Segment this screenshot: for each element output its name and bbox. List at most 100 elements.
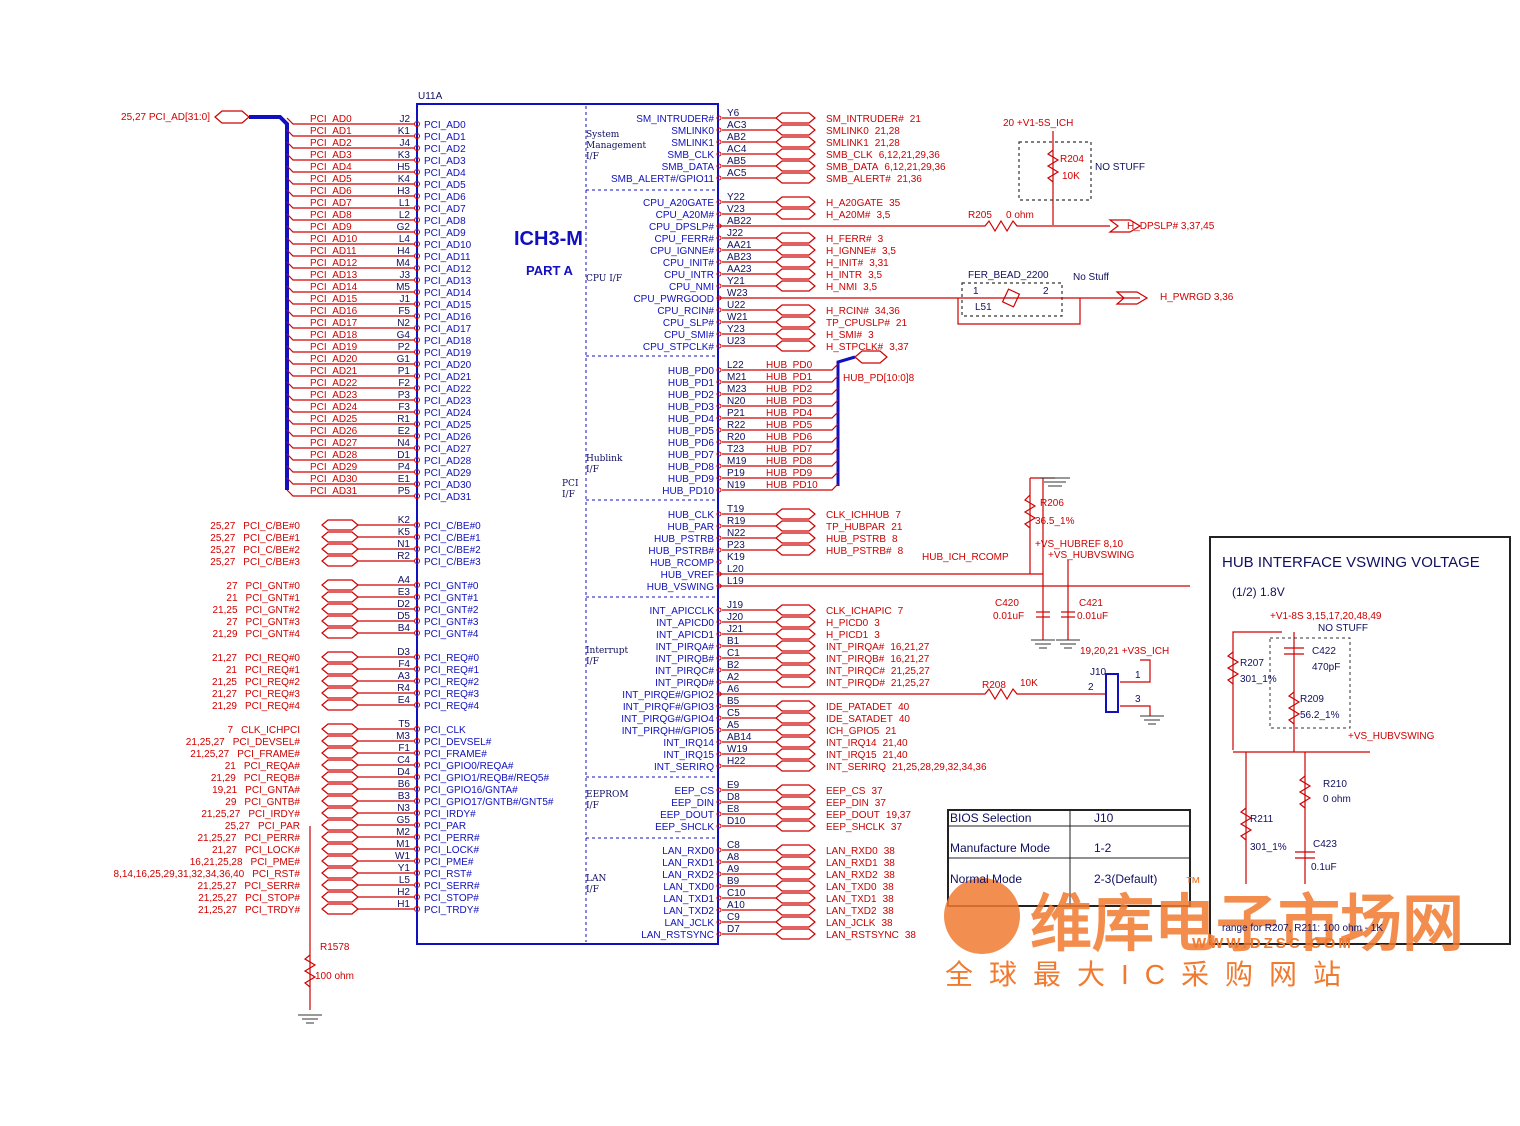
table-cell: 1-2: [1094, 841, 1112, 855]
net-refs: 21,25: [212, 677, 237, 688]
no-stuff-box: [961, 282, 1063, 317]
net-label: 21,25,27 PCI_IRDY#: [201, 809, 300, 820]
net-label: PCI_AD23: [310, 390, 358, 401]
pin-number: E9: [727, 780, 740, 791]
port-name: PCI_FRAME#: [424, 749, 487, 760]
pin-number: V23: [727, 204, 745, 215]
wire: [957, 298, 1081, 325]
component-label: J10: [1090, 667, 1107, 678]
component-label: 2: [1088, 682, 1094, 693]
bus: [836, 355, 856, 486]
port-name: HUB_PD8: [668, 462, 715, 473]
net-label: PCI_AD27: [310, 438, 358, 449]
component-label: 1: [1135, 670, 1141, 681]
connector: [321, 615, 359, 627]
connector: [775, 640, 816, 652]
bus-entry: [722, 447, 839, 455]
connector: [321, 627, 359, 639]
net-label: 21,29 PCI_REQ#4: [212, 701, 300, 712]
pin-dot: [716, 607, 722, 613]
pin-number: N4: [397, 438, 410, 449]
pin-dot: [414, 870, 420, 876]
component-label: 3: [1135, 694, 1141, 705]
connector: [321, 519, 359, 531]
pin-dot: [414, 522, 420, 528]
net-label: EEP_DOUT 19,37: [826, 810, 911, 821]
net-name: INT_IRQ14: [826, 738, 877, 749]
bus: [249, 115, 289, 490]
connector: [775, 724, 816, 736]
net-refs: 3,31: [869, 258, 889, 269]
net-label: 21,27 PCI_REQ#3: [212, 689, 300, 700]
pin-dot: [716, 319, 722, 325]
port-name: PCI_AD25: [424, 420, 472, 431]
pin-number: B3: [398, 791, 411, 802]
port-name: SMB_CLK: [667, 150, 714, 161]
pin-dot: [716, 859, 722, 865]
section-label: LAN: [586, 874, 606, 884]
port-name: INT_PIRQA#: [656, 642, 715, 653]
connector: [775, 136, 816, 148]
pin-number: M1: [396, 839, 410, 850]
connector: [321, 903, 359, 915]
port-name: PCI_TRDY#: [424, 905, 479, 916]
port-name: PCI_AD0: [424, 120, 466, 131]
net-refs: 37: [891, 822, 903, 833]
port-name: PCI_SERR#: [424, 881, 480, 892]
port-name: HUB_PD9: [668, 474, 715, 485]
bus-entry: [286, 237, 414, 245]
pin-number: D8: [727, 792, 740, 803]
connector: [775, 244, 816, 256]
pin-dot: [414, 265, 420, 271]
component-label: R205: [968, 210, 992, 221]
net-label: LAN_JCLK 38: [826, 918, 893, 929]
pin-number: P1: [398, 366, 411, 377]
pin-dot: [716, 655, 722, 661]
pin-dot: [414, 894, 420, 900]
net-name: PCI_TRDY#: [245, 905, 300, 916]
pin-number: N20: [727, 396, 746, 407]
connector: [321, 819, 359, 831]
pin-dot: [716, 907, 722, 913]
pin-number: M23: [727, 384, 747, 395]
port-name: PCI_REQ#3: [424, 689, 479, 700]
net-name: PCI_PME#: [251, 857, 301, 868]
pin-dot: [414, 409, 420, 415]
net-refs: 3: [874, 618, 880, 629]
bus-entry: [286, 453, 414, 461]
no-stuff-box: [1018, 141, 1092, 201]
pin-dot: [716, 931, 722, 937]
net-refs: 25,27: [210, 557, 235, 568]
connector: [775, 856, 816, 868]
net-refs: 38: [884, 870, 896, 881]
pin-number: AB2: [727, 132, 746, 143]
net-name: IDE_PATADET: [826, 702, 892, 713]
net-label: HUB_PD4: [766, 408, 813, 419]
net-label: INT_IRQ14 21,40: [826, 738, 908, 749]
pin-number: A8: [727, 852, 740, 863]
pin-dot: [414, 145, 420, 151]
port-name: HUB_PD7: [668, 450, 715, 461]
net-name: SM_INTRUDER#: [826, 114, 904, 125]
pin-number: J22: [727, 228, 744, 239]
pin-number: AB22: [727, 216, 752, 227]
port-name: HUB_VREF: [661, 570, 714, 581]
pin-dot: [414, 846, 420, 852]
section-label: System: [586, 130, 620, 140]
section-label: I/F: [562, 490, 575, 500]
port-name: HUB_VSWING: [647, 582, 714, 593]
connector: [775, 664, 816, 676]
net-label: 25,27 PCI_C/BE#1: [210, 533, 300, 544]
wire: [1232, 631, 1282, 750]
port-name: PCI_AD7: [424, 204, 466, 215]
pin-number: D2: [397, 599, 410, 610]
pin-dot: [414, 385, 420, 391]
bus-label: 25,27 PCI_AD[31:0]: [121, 112, 210, 123]
note-text: 301_1%: [1240, 674, 1277, 685]
note-box: [1209, 536, 1511, 945]
component-label: 0.01uF: [1077, 611, 1108, 622]
pin-number: R20: [727, 432, 746, 443]
resistor: [1226, 651, 1240, 685]
port-name: PCI_AD9: [424, 228, 466, 239]
net-label: PCI_AD29: [310, 462, 358, 473]
